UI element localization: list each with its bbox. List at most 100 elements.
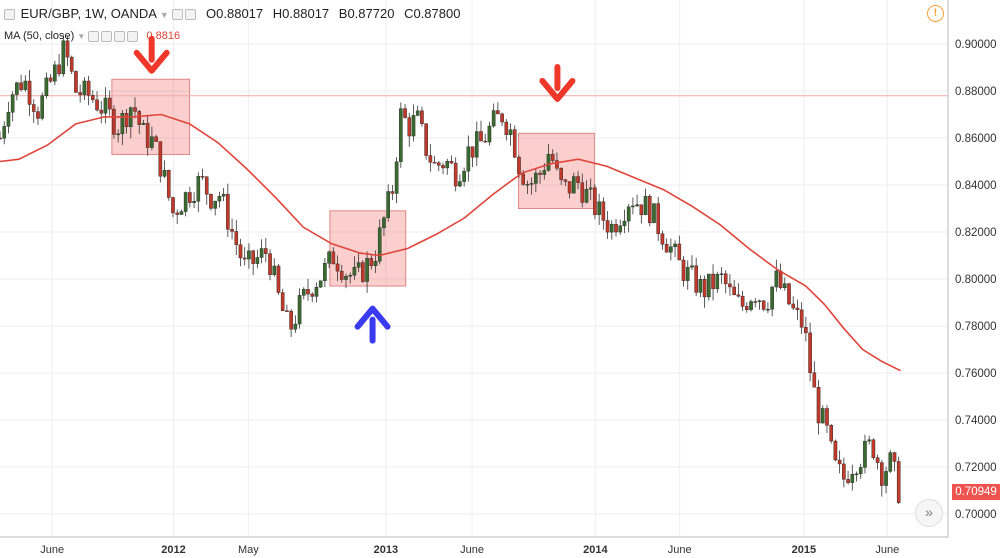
candle-body [854,473,859,476]
candle-body [846,479,850,483]
indicator-title[interactable]: MA (50, close) [4,30,75,42]
candle-body [614,224,618,233]
candle-body [361,262,365,282]
eye-icon[interactable] [185,9,197,21]
candle-body [517,156,521,175]
candle-body [842,463,846,480]
candle-body [546,153,551,171]
candle-body [82,80,87,96]
chevron-down-icon[interactable]: ▼ [77,32,86,41]
candle-body [162,170,167,177]
candle-body [685,267,690,281]
candle-body [618,225,623,233]
candle-body [78,92,82,96]
candle-body [588,187,593,190]
candle-body [327,251,331,264]
scroll-to-latest-icon[interactable]: » [915,499,943,527]
candle-body [647,196,652,224]
candle-body [297,295,302,325]
candle-body [479,131,483,142]
candle-body [601,201,606,221]
y-tick-label: 0.86000 [955,133,997,145]
annotation-arrows [133,35,576,344]
candle-body [483,140,488,143]
candle-body [259,248,264,258]
candle-body [242,257,247,260]
candle-body [285,310,289,312]
close-icon[interactable] [127,30,139,42]
candle-body [318,280,323,288]
candle-body [264,248,268,254]
candle-body [732,286,736,296]
format-icon[interactable] [114,30,126,42]
x-tick-label: May [238,544,259,556]
candle-body [521,173,525,185]
candle-body [0,137,2,140]
candle-body [407,117,412,137]
y-tick-label: 0.78000 [955,321,997,333]
candle-body [496,110,500,115]
candle-body [563,179,568,182]
x-tick-label: 2015 [792,544,816,556]
candle-body [766,308,770,311]
candle-body [69,56,74,72]
candle-body [491,110,496,127]
candle-body [858,467,863,475]
grid-lines [0,0,948,537]
candle-body [466,146,471,172]
candle-body [301,289,306,296]
ohlc-close: C0.87800 [404,6,461,21]
candle-body [782,283,787,289]
candle-body [314,286,319,297]
candle-body [711,273,715,290]
candle-body [356,262,361,268]
candle-body [829,424,833,442]
candle-body [787,283,791,305]
candle-body [626,206,631,222]
candle-body [757,300,762,303]
candle-body [188,192,192,203]
candle-body [44,77,49,96]
y-tick-label: 0.84000 [955,180,997,192]
candle-body [200,176,205,178]
candle-body [593,187,597,215]
candle-body [99,109,104,114]
arrow-down-2-head [539,77,576,102]
candle-body [196,176,201,202]
candle-body [804,327,808,334]
candle-body [453,162,458,187]
collapse-icon[interactable] [4,9,15,21]
candle-body [394,161,399,194]
candle-body [386,191,390,218]
warning-icon[interactable]: ! [927,5,944,22]
candle-body [204,176,209,195]
symbol-title[interactable]: EUR/GBP, 1W, OANDA [20,6,157,21]
x-tick-label: June [40,544,64,556]
candle-body [411,115,416,137]
candles [0,35,901,505]
candle-body [390,191,395,194]
settings-icon[interactable] [172,9,184,21]
candle-body [19,82,23,90]
candle-body [399,108,403,162]
candle-body [538,172,542,175]
candle-body [863,440,867,468]
settings-icon[interactable] [101,30,113,42]
arrow-up-1-head [354,305,391,330]
candle-body [179,211,184,215]
candle-body [462,170,466,182]
candle-body [192,200,196,203]
eye-icon[interactable] [88,30,100,42]
candle-body [365,258,369,282]
candle-body [580,182,585,203]
chevron-down-icon[interactable]: ▼ [159,10,169,20]
candle-body [150,136,154,148]
candle-body [238,244,243,259]
candle-body [36,111,40,119]
candle-body [230,229,234,232]
y-axis-labels: 0.90000 0.88000 0.86000 0.84000 0.82000 0.800… [955,39,997,521]
candle-body [40,95,44,119]
candle-body [10,94,15,113]
candle-body [289,310,293,330]
